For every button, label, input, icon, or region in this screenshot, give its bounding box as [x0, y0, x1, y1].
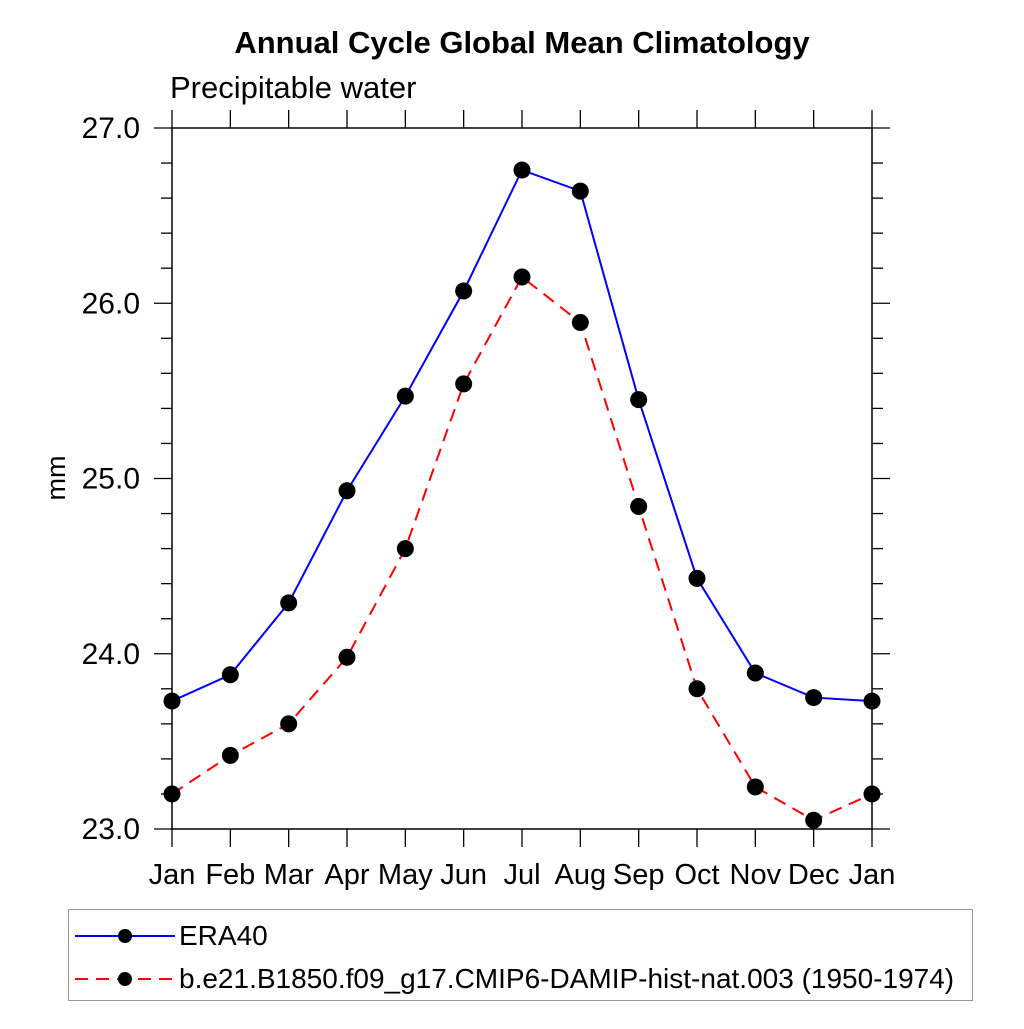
legend-label: b.e21.B1850.f09_g17.CMIP6-DAMIP-hist-nat… — [179, 963, 955, 994]
chart-subtitle: Precipitable water — [170, 70, 416, 105]
data-point-marker — [396, 387, 414, 405]
data-point-marker — [455, 282, 473, 300]
x-tick-label: Mar — [264, 859, 314, 891]
data-point-marker — [396, 540, 414, 558]
data-point-marker — [455, 375, 473, 393]
legend-line-sample-dashed — [75, 972, 175, 986]
data-point-marker — [688, 680, 706, 698]
x-tick-label: Feb — [205, 859, 255, 891]
data-point-marker — [163, 785, 181, 803]
tick-labels: Jan Feb Mar Apr May Jun Jul Aug Sep Oct Nov Dec Jan 2… — [82, 112, 896, 891]
data-point-marker — [280, 594, 298, 612]
y-tick-label: 25.0 — [82, 463, 140, 496]
x-tick-label: Sep — [613, 859, 665, 891]
data-point-marker — [338, 482, 356, 500]
data-point-marker — [863, 785, 881, 803]
data-series — [163, 161, 881, 829]
legend-item-era40: ERA40 — [73, 920, 268, 952]
x-tick-label: Nov — [730, 859, 782, 891]
plot-frame — [171, 127, 873, 830]
data-point-marker — [571, 314, 589, 332]
series-line-era40 — [171, 168, 873, 703]
data-point-marker — [221, 746, 239, 764]
data-point-marker — [746, 664, 764, 682]
x-tick-label: May — [378, 859, 433, 891]
data-point-marker — [688, 569, 706, 587]
legend-line-sample-solid — [75, 929, 175, 943]
data-point-marker — [221, 666, 239, 684]
y-axis-label: mm — [41, 456, 71, 501]
data-point-marker — [805, 811, 823, 829]
data-point-marker — [513, 268, 531, 286]
x-tick-label: Jan — [849, 859, 896, 891]
x-tick-label: Aug — [555, 859, 607, 891]
legend: ERA40 b.e21.B1850.f09_g17.CMIP6-DAMIP-hi… — [68, 909, 973, 1001]
x-tick-label: Dec — [788, 859, 840, 891]
legend-label: ERA40 — [179, 920, 268, 951]
y-tick-label: 26.0 — [82, 287, 140, 320]
data-point-marker — [571, 182, 589, 200]
y-tick-label: 24.0 — [82, 638, 140, 671]
y-tick-label: 23.0 — [82, 813, 140, 846]
series-line-model — [171, 275, 873, 822]
data-point-marker — [630, 391, 648, 409]
x-tick-label: Oct — [674, 859, 719, 891]
data-point-marker — [513, 161, 531, 179]
data-point-marker — [746, 778, 764, 796]
data-point-marker — [630, 498, 648, 516]
x-tick-label: Jun — [440, 859, 487, 891]
data-point-marker — [280, 715, 298, 733]
axes — [154, 110, 890, 847]
data-point-marker — [805, 689, 823, 707]
data-point-marker — [338, 648, 356, 666]
x-tick-label: Jan — [149, 859, 196, 891]
legend-item-model: b.e21.B1850.f09_g17.CMIP6-DAMIP-hist-nat… — [73, 963, 954, 995]
y-tick-label: 27.0 — [82, 112, 140, 145]
x-tick-label: Apr — [324, 859, 369, 891]
chart-title: Annual Cycle Global Mean Climatology — [234, 25, 810, 60]
x-tick-label: Jul — [503, 859, 540, 891]
data-point-marker — [163, 692, 181, 710]
data-point-marker — [863, 692, 881, 710]
